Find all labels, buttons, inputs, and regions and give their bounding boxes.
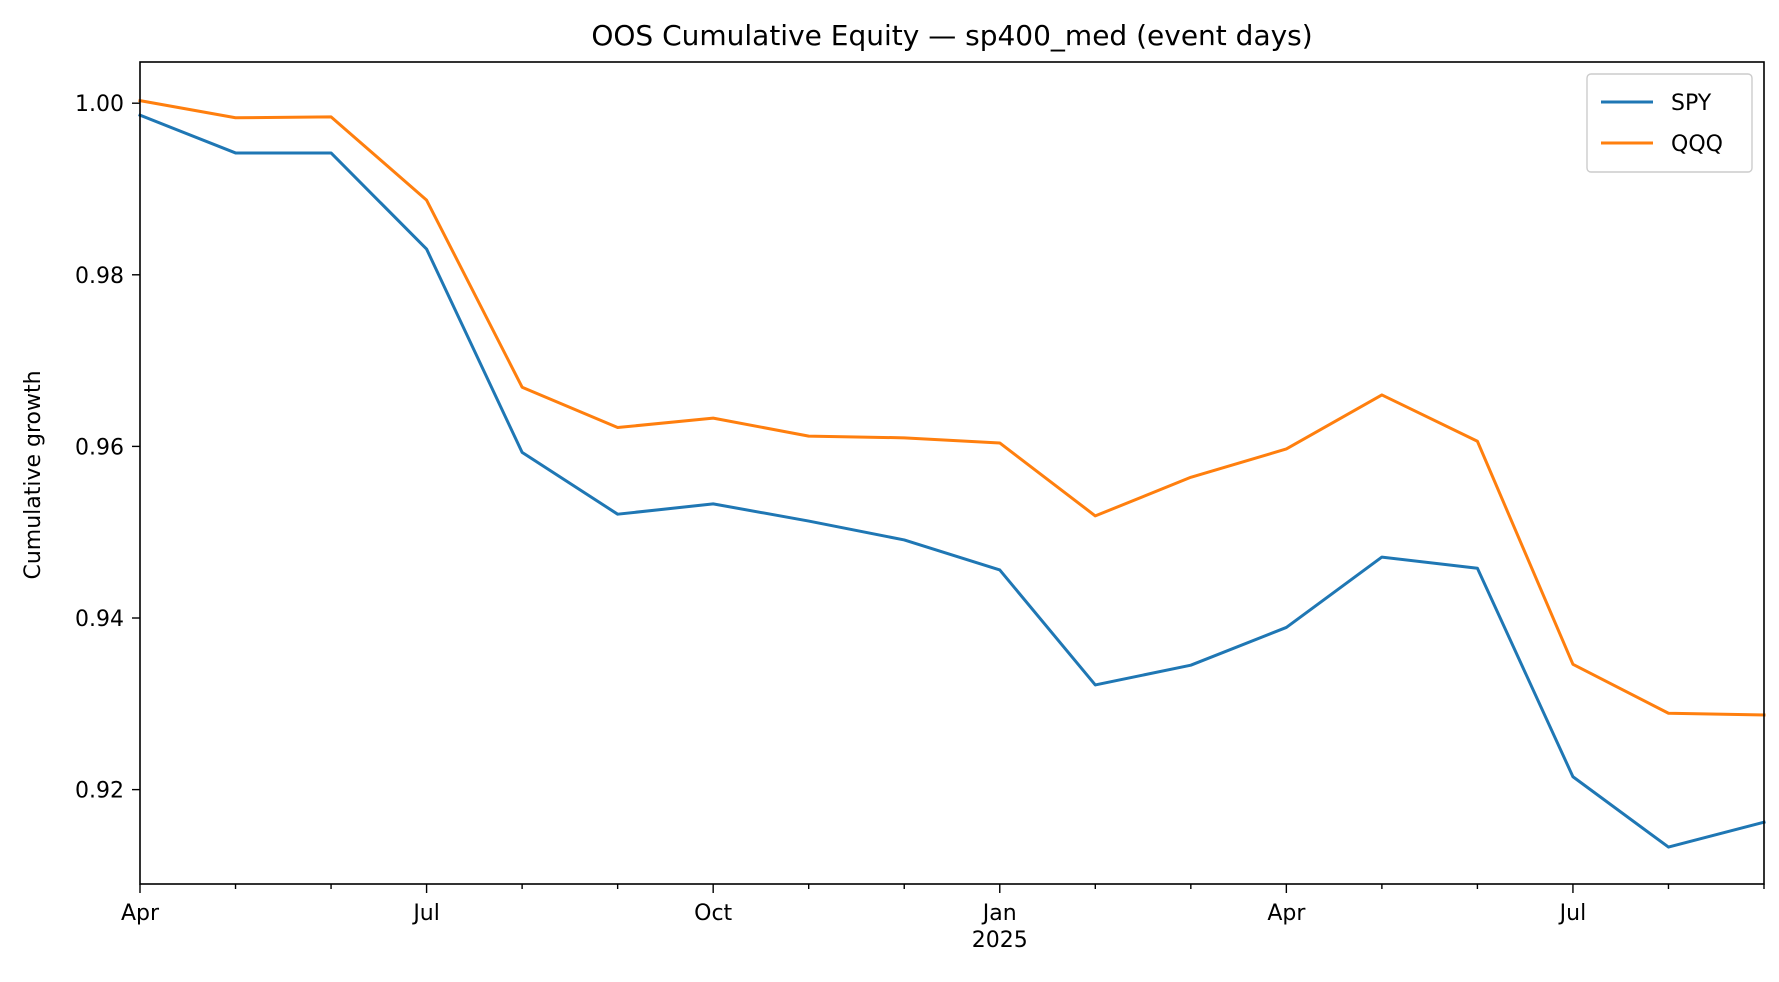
chart-title: OOS Cumulative Equity — sp400_med (event… [591, 19, 1312, 52]
series-line-qqq [138, 98, 1766, 717]
legend: SPY QQQ [1586, 73, 1753, 173]
x-tick-label: Oct [694, 901, 732, 926]
legend-label-spy: SPY [1671, 91, 1712, 116]
y-axis-label: Cumulative growth [21, 370, 46, 579]
series-line-spy [138, 113, 1766, 849]
series-layer [138, 98, 1766, 849]
y-tick-label: 0.98 [75, 264, 124, 289]
x-tick-label: Jul [411, 901, 440, 926]
legend-label-qqq: QQQ [1671, 132, 1723, 157]
x-tick-sublabel: 2025 [972, 928, 1028, 953]
y-tick-label: 0.94 [75, 607, 124, 632]
y-tick-label: 1.00 [75, 92, 124, 117]
x-tick-label: Jul [1558, 901, 1587, 926]
x-tick-label: Apr [1267, 901, 1306, 926]
plot-frame [139, 61, 1765, 885]
legend-box [1586, 73, 1753, 173]
y-tick-label: 0.96 [75, 435, 124, 460]
x-tick-label: Jan [981, 901, 1017, 926]
y-tick-label: 0.92 [75, 779, 124, 804]
x-tick-label: Apr [121, 901, 160, 926]
